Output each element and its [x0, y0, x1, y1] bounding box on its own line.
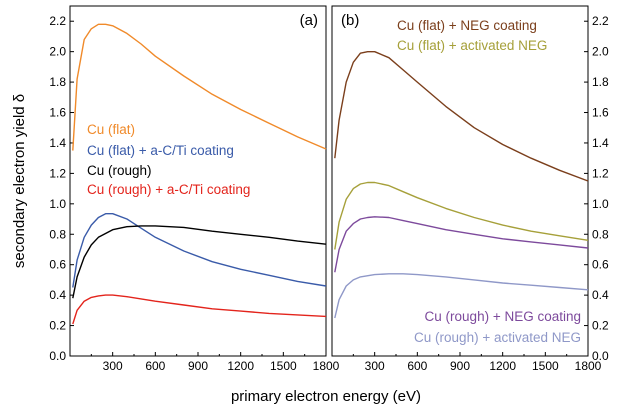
y-tick-label: 1.2	[49, 166, 66, 180]
panel-b-label: (b)	[341, 12, 359, 29]
legend-cu-rough-acti: Cu (rough) + a-C/Ti coating	[87, 182, 250, 197]
panel-a: 300 600 900 1200 1500 1800 0.0 0.2 0.4 0.6 0.8 1.0 1…	[49, 5, 340, 373]
y-axis-title: secondary electron yield δ	[11, 94, 28, 268]
panel-b-frame	[331, 5, 589, 357]
y-tick-label: 1.6	[49, 106, 66, 120]
legend-cu-rough: Cu (rough)	[87, 163, 152, 178]
y-tick-label: 1.2	[592, 166, 609, 180]
legend-cu-rough-neg: Cu (rough) + NEG coating	[425, 309, 581, 324]
panel-a-label: (a)	[300, 12, 318, 29]
y-tick-label: 0.6	[49, 258, 66, 272]
panel-a-series	[72, 23, 327, 325]
x-tick-label: 1200	[227, 359, 254, 373]
y-tick-label: 1.6	[592, 106, 609, 120]
y-tick-label: 0.2	[592, 319, 609, 333]
y-tick-label: 1.4	[592, 136, 609, 150]
y-tick-label: 1.8	[49, 75, 66, 89]
y-tick-label: 1.4	[49, 136, 66, 150]
x-tick-label: 600	[145, 359, 165, 373]
x-tick-label: 1500	[270, 359, 297, 373]
y-tick-label: 0.4	[49, 288, 66, 302]
y-tick-label: 0.8	[49, 227, 66, 241]
series-line-2	[334, 181, 589, 250]
x-tick-label: 1200	[489, 359, 516, 373]
y-tick-label: 0.2	[49, 319, 66, 333]
legend-cu-flat-activated-neg: Cu (flat) + activated NEG	[397, 38, 547, 53]
x-tick-label: 900	[450, 359, 470, 373]
series-line-4	[334, 273, 589, 319]
y-tick-label: 2.2	[49, 14, 66, 28]
legend-cu-flat-neg: Cu (flat) + NEG coating	[397, 18, 537, 33]
y-tick-label: 2.0	[49, 45, 66, 59]
panel-b-series	[334, 51, 589, 319]
y-tick-label: 0.0	[592, 349, 609, 363]
x-tick-label: 300	[103, 359, 123, 373]
legend-cu-rough-activated-neg: Cu (rough) + activated NEG	[414, 330, 581, 345]
y-tick-label: 2.2	[592, 14, 609, 28]
x-tick-label: 1500	[532, 359, 559, 373]
series-line-3	[334, 216, 589, 273]
y-tick-label: 1.0	[49, 197, 66, 211]
series-line-1	[334, 51, 589, 182]
series-line-4	[72, 294, 327, 325]
y-tick-label: 0.0	[49, 349, 66, 363]
y-tick-label: 1.8	[592, 75, 609, 89]
x-tick-label: 600	[407, 359, 427, 373]
y-tick-label: 1.0	[592, 197, 609, 211]
series-line-2	[72, 213, 327, 288]
legend-cu-flat-acti: Cu (flat) + a-C/Ti coating	[87, 143, 234, 158]
y-tick-label: 0.8	[592, 227, 609, 241]
series-line-3	[72, 225, 327, 299]
series-line-1	[72, 23, 327, 151]
x-tick-label: 1800	[575, 359, 602, 373]
legend-cu-flat: Cu (flat)	[87, 122, 135, 137]
panel-a-frame	[69, 5, 327, 357]
y-tick-label: 2.0	[592, 45, 609, 59]
x-tick-label: 1800	[313, 359, 340, 373]
y-tick-label: 0.4	[592, 288, 609, 302]
x-tick-label: 900	[188, 359, 208, 373]
panel-a-ticks: 300 600 900 1200 1500 1800 0.0 0.2 0.4 0.6 0.8 1.0 1…	[49, 14, 339, 373]
y-tick-label: 0.6	[592, 258, 609, 272]
x-axis-title: primary electron energy (eV)	[231, 388, 421, 405]
x-tick-label: 300	[365, 359, 385, 373]
